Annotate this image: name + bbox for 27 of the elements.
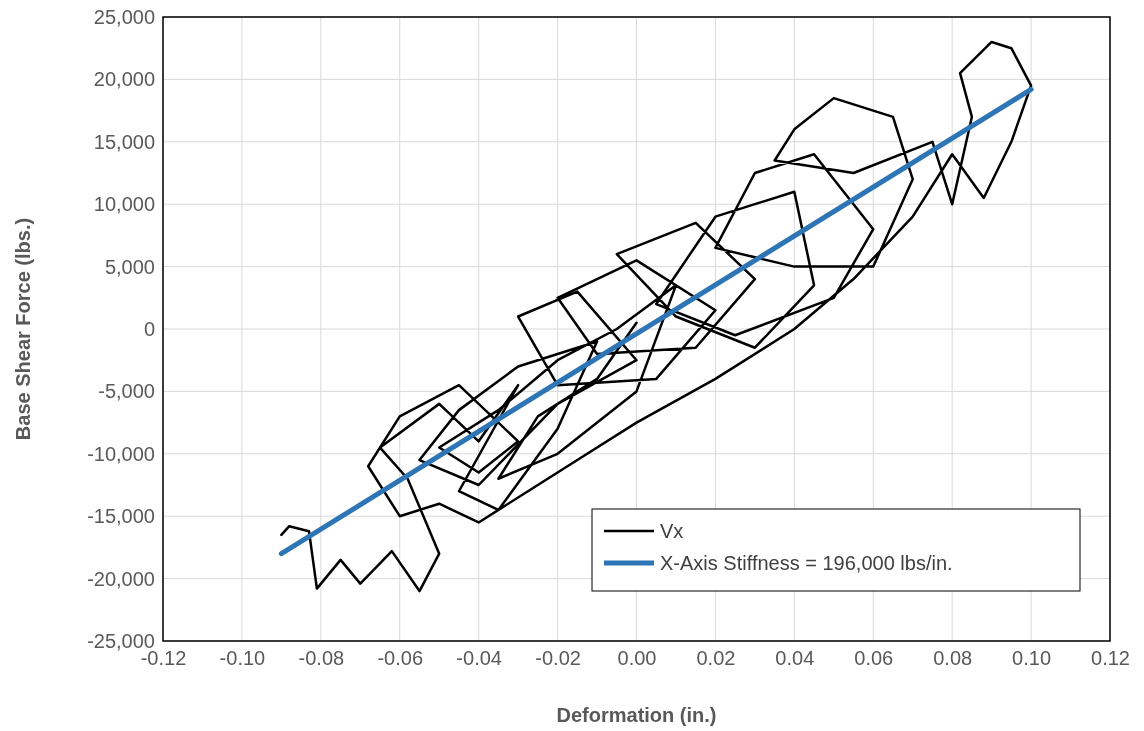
y-tick-label: 0 <box>143 317 155 340</box>
y-tick-label: 25,000 <box>93 5 155 28</box>
x-tick-label: 0.04 <box>775 647 815 670</box>
y-tick-label: -15,000 <box>87 505 155 528</box>
x-tick-label: 0.06 <box>854 647 894 670</box>
x-tick-label: 0.00 <box>617 647 657 670</box>
y-axis-title: Base Shear Force (lbs.) <box>12 217 34 441</box>
x-tick-label: -0.02 <box>535 647 581 670</box>
y-tick-label: 10,000 <box>93 193 155 216</box>
y-tick-label: -10,000 <box>87 442 155 465</box>
y-tick-label: 15,000 <box>93 130 155 153</box>
y-tick-label: -20,000 <box>87 567 155 590</box>
legend-label: Vx <box>660 520 684 542</box>
y-tick-label: 20,000 <box>93 68 155 91</box>
x-axis-title: Deformation (in.) <box>556 704 717 726</box>
x-tick-label: -0.06 <box>377 647 424 670</box>
line-series <box>280 40 1033 593</box>
y-tick-label: 5,000 <box>104 255 155 278</box>
x-tick-label: 0.12 <box>1091 647 1130 670</box>
y-tick-label: -5,000 <box>98 380 155 403</box>
x-tick-label: -0.08 <box>298 647 345 670</box>
x-tick-label: 0.08 <box>933 647 973 670</box>
legend-label: X-Axis Stiffness = 196,000 lbs/in. <box>660 552 953 574</box>
x-tick-label: -0.10 <box>219 647 266 670</box>
x-tick-label: 0.02 <box>696 647 736 670</box>
x-tick-label: 0.10 <box>1012 647 1052 670</box>
x-tick-label: -0.04 <box>456 647 502 670</box>
